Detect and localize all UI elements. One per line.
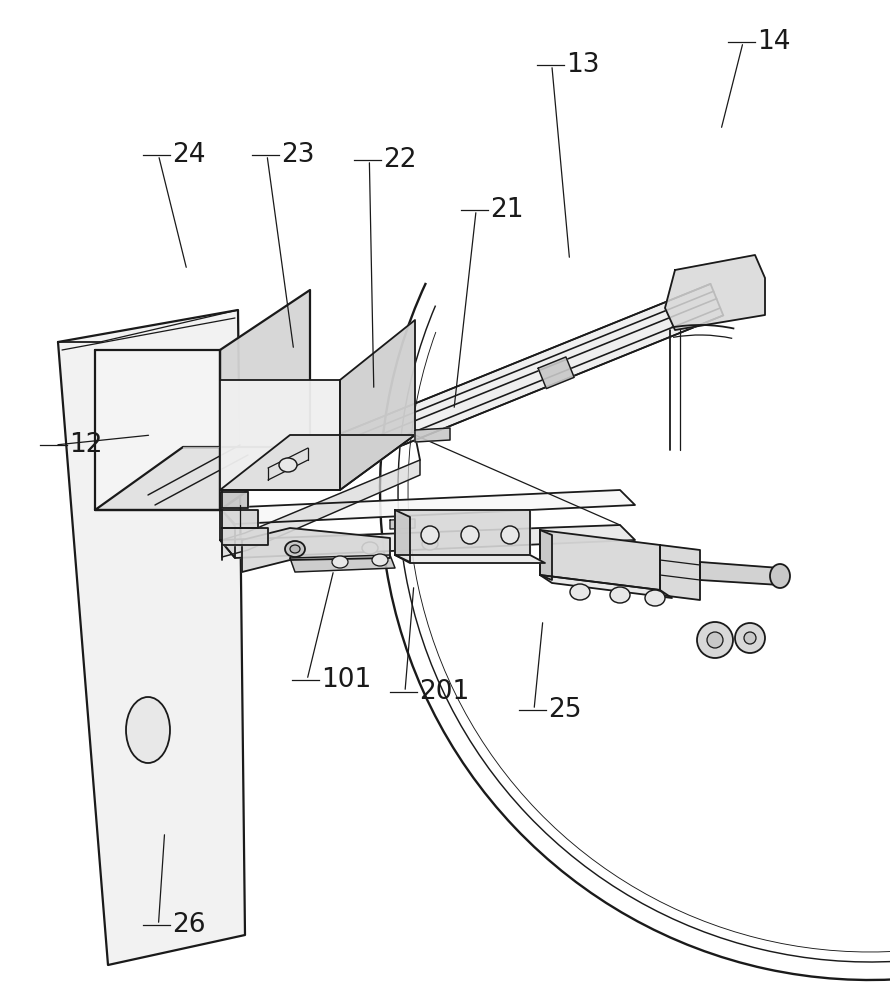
- Ellipse shape: [501, 526, 519, 544]
- Text: 12: 12: [69, 432, 102, 458]
- Ellipse shape: [461, 526, 479, 544]
- Polygon shape: [290, 555, 395, 572]
- Polygon shape: [540, 575, 672, 598]
- Ellipse shape: [372, 554, 388, 566]
- Polygon shape: [660, 545, 700, 600]
- Polygon shape: [390, 519, 415, 529]
- Polygon shape: [395, 555, 545, 563]
- Polygon shape: [242, 528, 390, 572]
- Text: 101: 101: [321, 667, 371, 693]
- Text: 22: 22: [384, 147, 417, 173]
- Polygon shape: [220, 490, 635, 524]
- Polygon shape: [538, 357, 574, 389]
- Polygon shape: [222, 510, 258, 528]
- Polygon shape: [290, 284, 724, 485]
- Ellipse shape: [421, 526, 439, 544]
- Ellipse shape: [279, 458, 297, 472]
- Text: 25: 25: [548, 697, 581, 723]
- Polygon shape: [220, 508, 235, 558]
- Ellipse shape: [610, 587, 630, 603]
- Polygon shape: [222, 528, 268, 545]
- Text: 14: 14: [757, 29, 790, 55]
- Polygon shape: [222, 492, 248, 508]
- Polygon shape: [222, 460, 420, 557]
- Polygon shape: [220, 525, 635, 558]
- Polygon shape: [665, 255, 765, 330]
- Text: 13: 13: [566, 52, 599, 78]
- Ellipse shape: [707, 632, 723, 648]
- Text: 21: 21: [490, 197, 523, 223]
- Polygon shape: [95, 350, 220, 510]
- Ellipse shape: [697, 622, 733, 658]
- Polygon shape: [415, 428, 450, 442]
- Ellipse shape: [744, 632, 756, 644]
- Polygon shape: [540, 530, 552, 580]
- Polygon shape: [700, 562, 780, 585]
- Ellipse shape: [570, 584, 590, 600]
- Text: 26: 26: [173, 912, 206, 938]
- Polygon shape: [220, 435, 415, 490]
- Polygon shape: [395, 510, 530, 555]
- Polygon shape: [220, 290, 310, 510]
- Text: 24: 24: [173, 142, 206, 168]
- Polygon shape: [95, 447, 310, 510]
- Text: 201: 201: [419, 679, 469, 705]
- Polygon shape: [220, 380, 340, 490]
- Polygon shape: [340, 320, 415, 490]
- Ellipse shape: [645, 590, 665, 606]
- Ellipse shape: [285, 541, 305, 557]
- Polygon shape: [58, 310, 245, 965]
- Text: 23: 23: [281, 142, 314, 168]
- Ellipse shape: [126, 697, 170, 763]
- Ellipse shape: [290, 545, 300, 553]
- Ellipse shape: [362, 542, 378, 554]
- Ellipse shape: [422, 538, 438, 550]
- Ellipse shape: [735, 623, 765, 653]
- Polygon shape: [395, 510, 410, 562]
- Ellipse shape: [332, 556, 348, 568]
- Ellipse shape: [770, 564, 790, 588]
- Polygon shape: [540, 530, 660, 590]
